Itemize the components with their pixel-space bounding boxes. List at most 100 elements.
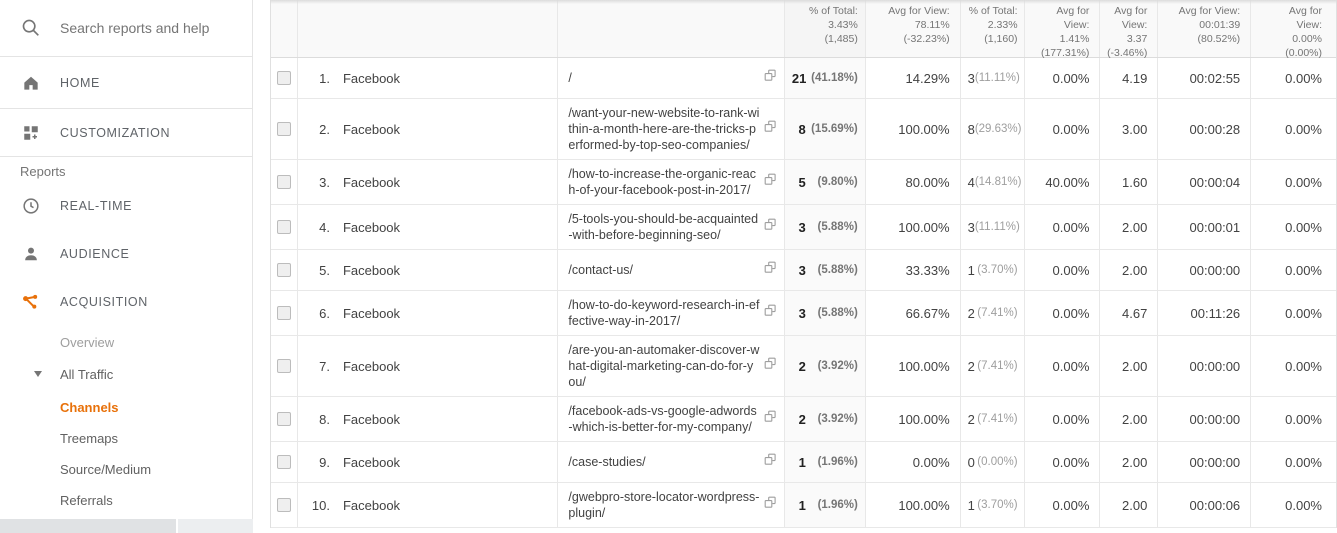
avg-duration-cell: 00:00:01 bbox=[1157, 205, 1250, 249]
open-in-new-icon[interactable] bbox=[764, 218, 778, 236]
row-checkbox[interactable] bbox=[276, 71, 291, 85]
social-network-cell: 9. Facebook bbox=[296, 442, 557, 482]
sidebar-search[interactable]: Search reports and help bbox=[0, 0, 253, 56]
landing-page-url: /contact-us/ bbox=[568, 263, 634, 277]
sidebar-item-referrals[interactable]: Referrals bbox=[0, 485, 253, 515]
bounce-rate-cell: 0.00% bbox=[1023, 397, 1100, 441]
new-users-value: 2 bbox=[967, 411, 975, 427]
bounce-rate-cell: 0.00% bbox=[1023, 58, 1100, 98]
social-network-label: Facebook bbox=[342, 358, 401, 374]
row-checkbox[interactable] bbox=[276, 412, 291, 426]
row-index: 3. bbox=[319, 174, 330, 190]
social-network-cell: 1. Facebook bbox=[296, 58, 557, 98]
open-in-new-icon[interactable] bbox=[764, 261, 778, 279]
landing-page-url: /facebook-ads-vs-google-adwords-which-is… bbox=[568, 404, 757, 434]
sidebar-item-audience[interactable]: AUDIENCE bbox=[0, 234, 253, 274]
sidebar-item-treemaps[interactable]: Treemaps bbox=[0, 423, 253, 453]
row-checkbox[interactable] bbox=[276, 359, 291, 373]
sidebar-item-real-time[interactable]: REAL-TIME bbox=[0, 186, 253, 226]
sessions-value: 21 bbox=[791, 70, 807, 86]
pages-per-session-value: 2.00 bbox=[1122, 358, 1148, 374]
open-in-new-icon[interactable] bbox=[764, 173, 778, 191]
reports-section-label: Reports bbox=[20, 164, 66, 179]
new-users-cell: 2 (7.41%) bbox=[959, 336, 1024, 396]
pages-per-session-value: 2.00 bbox=[1122, 411, 1148, 427]
social-network-cell: 8. Facebook bbox=[296, 397, 557, 441]
new-users-cell: 1 (3.70%) bbox=[959, 250, 1024, 290]
row-checkbox[interactable] bbox=[276, 220, 291, 234]
open-in-new-icon[interactable] bbox=[764, 453, 778, 471]
bounce-rate-value: 0.00% bbox=[1052, 262, 1090, 278]
landing-page-cell: /how-to-increase-the-organic-reach-of-yo… bbox=[557, 160, 784, 204]
landing-page-url: /want-your-new-website-to-rank-within-a-… bbox=[568, 106, 760, 152]
conversion-rate-value: 0.00% bbox=[1285, 411, 1322, 427]
divider bbox=[0, 156, 253, 157]
sessions-value: 8 bbox=[798, 121, 806, 137]
sidebar-item-customization[interactable]: CUSTOMIZATION bbox=[0, 109, 253, 156]
social-network-label: Facebook bbox=[342, 454, 401, 470]
divider bbox=[0, 108, 253, 109]
summary-new-sessions: Avg for View: 78.11% (-32.23%) bbox=[864, 0, 960, 57]
row-checkbox[interactable] bbox=[276, 306, 291, 320]
row-checkbox[interactable] bbox=[276, 498, 291, 512]
table-row: 4. Facebook /5-tools-you-should-be-acqua… bbox=[271, 205, 1336, 250]
conversion-rate-value: 0.00% bbox=[1285, 70, 1322, 86]
conversion-rate-value: 0.00% bbox=[1285, 305, 1322, 321]
checkbox-cell bbox=[271, 483, 297, 527]
new-users-cell: 3 (11.11%) bbox=[959, 58, 1024, 98]
sidebar-bottom-bar bbox=[0, 519, 176, 533]
open-in-new-icon[interactable] bbox=[764, 496, 778, 514]
social-network-cell: 7. Facebook bbox=[296, 336, 557, 396]
pages-per-session-cell: 3.00 bbox=[1099, 99, 1157, 159]
pages-per-session-cell: 2.00 bbox=[1099, 336, 1157, 396]
open-in-new-icon[interactable] bbox=[764, 357, 778, 375]
sidebar-item-overview[interactable]: Overview bbox=[0, 327, 253, 357]
table-row: 3. Facebook /how-to-increase-the-organic… bbox=[271, 160, 1336, 205]
sessions-cell: 3 (5.88%) bbox=[783, 205, 865, 249]
sidebar-item-source-medium[interactable]: Source/Medium bbox=[0, 454, 253, 484]
new-users-value: 3 bbox=[967, 219, 975, 235]
social-network-cell: 6. Facebook bbox=[296, 291, 557, 335]
social-network-cell: 3. Facebook bbox=[296, 160, 557, 204]
sidebar-item-acquisition[interactable]: ACQUISITION bbox=[0, 282, 253, 322]
row-checkbox[interactable] bbox=[276, 175, 291, 189]
row-checkbox[interactable] bbox=[276, 455, 291, 469]
new-users-cell: 4 (14.81%) bbox=[959, 160, 1024, 204]
landing-page-url: / bbox=[568, 71, 572, 85]
checkbox-cell bbox=[271, 58, 297, 98]
checkbox-cell bbox=[271, 250, 297, 290]
sidebar-item-channels[interactable]: Channels bbox=[0, 392, 253, 422]
pages-per-session-value: 4.67 bbox=[1122, 305, 1148, 321]
summary-page-cell bbox=[557, 0, 784, 57]
social-network-label: Facebook bbox=[342, 70, 401, 86]
sessions-value: 5 bbox=[798, 174, 806, 190]
row-index: 6. bbox=[319, 305, 330, 321]
summary-sessions: % of Total: 3.43% (1,485) bbox=[783, 0, 865, 57]
landing-page-url: /5-tools-you-should-be-acquainted-with-b… bbox=[568, 212, 759, 242]
sessions-value: 2 bbox=[798, 411, 806, 427]
bounce-rate-cell: 0.00% bbox=[1023, 250, 1100, 290]
sidebar-item-label: Referrals bbox=[60, 492, 113, 508]
conversion-rate-value: 0.00% bbox=[1285, 174, 1322, 190]
open-in-new-icon[interactable] bbox=[764, 69, 778, 87]
new-users-cell: 1 (3.70%) bbox=[959, 483, 1024, 527]
sidebar-item-home[interactable]: HOME bbox=[0, 57, 253, 108]
row-checkbox[interactable] bbox=[276, 263, 291, 277]
row-checkbox[interactable] bbox=[276, 122, 291, 136]
bounce-rate-value: 0.00% bbox=[1052, 121, 1090, 137]
chevron-down-icon bbox=[34, 371, 42, 377]
open-in-new-icon[interactable] bbox=[764, 120, 778, 138]
sidebar-item-label: Source/Medium bbox=[60, 461, 152, 477]
open-in-new-icon[interactable] bbox=[764, 304, 778, 322]
sessions-cell: 3 (5.88%) bbox=[783, 250, 865, 290]
sidebar-item-all-traffic[interactable]: All Traffic bbox=[0, 359, 253, 389]
open-in-new-icon[interactable] bbox=[764, 410, 778, 428]
new-sessions-value: 33.33% bbox=[905, 262, 950, 278]
table-row: 2. Facebook /want-your-new-website-to-ra… bbox=[271, 99, 1336, 160]
conversion-rate-value: 0.00% bbox=[1285, 454, 1322, 470]
conversion-rate-cell: 0.00% bbox=[1250, 483, 1336, 527]
table-row: 1. Facebook / 21 (41.18%) 14.29% bbox=[271, 58, 1336, 99]
new-users-value: 2 bbox=[967, 358, 975, 374]
clock-icon bbox=[19, 194, 43, 218]
